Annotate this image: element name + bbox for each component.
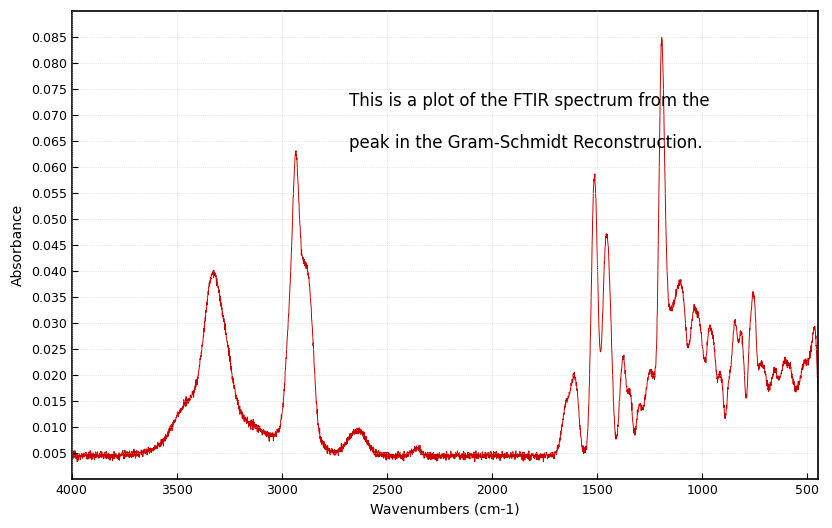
Y-axis label: Absorbance: Absorbance — [11, 204, 25, 286]
Text: This is a plot of the FTIR spectrum from the: This is a plot of the FTIR spectrum from… — [349, 92, 710, 110]
X-axis label: Wavenumbers (cm-1): Wavenumbers (cm-1) — [370, 503, 519, 517]
Text: peak in the Gram-Schmidt Reconstruction.: peak in the Gram-Schmidt Reconstruction. — [349, 134, 703, 152]
